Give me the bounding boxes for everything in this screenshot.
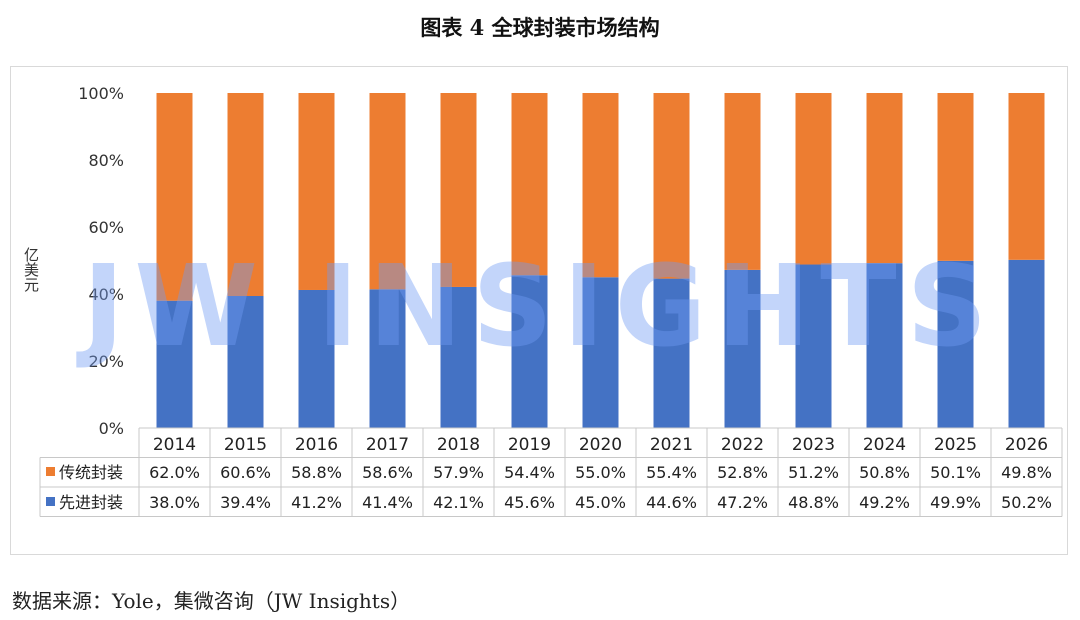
legend-label: 先进封装 — [59, 493, 123, 512]
x-tick-label: 2017 — [366, 435, 409, 455]
data-label: 55.4% — [646, 463, 697, 482]
x-tick-label: 2023 — [792, 435, 835, 455]
data-label: 52.8% — [717, 463, 768, 482]
bar-traditional-2020 — [582, 93, 619, 278]
legend-swatch — [46, 497, 55, 506]
y-axis-label-text: 亿美元 — [22, 247, 40, 292]
bar-advanced-2021 — [653, 278, 690, 428]
bar-advanced-2018 — [440, 286, 477, 428]
x-tick-label: 2019 — [508, 435, 551, 455]
data-label: 41.2% — [291, 493, 342, 512]
bar-advanced-2019 — [511, 275, 548, 428]
x-tick-label: 2016 — [295, 435, 338, 455]
x-tick-label: 2025 — [934, 435, 977, 455]
bar-advanced-2020 — [582, 277, 619, 428]
data-label: 58.8% — [291, 463, 342, 482]
data-label: 55.0% — [575, 463, 626, 482]
data-label: 44.6% — [646, 493, 697, 512]
bar-traditional-2017 — [369, 93, 406, 290]
data-label: 45.0% — [575, 493, 626, 512]
x-tick-label: 2026 — [1005, 435, 1048, 455]
bar-advanced-2025 — [937, 260, 974, 428]
bar-traditional-2026 — [1008, 93, 1045, 260]
legend-swatch — [46, 467, 55, 476]
bar-traditional-2021 — [653, 93, 690, 279]
data-label: 58.6% — [362, 463, 413, 482]
bar-traditional-2023 — [795, 93, 832, 265]
bar-advanced-2026 — [1008, 259, 1045, 428]
bar-traditional-2016 — [298, 93, 335, 290]
y-tick-label: 100% — [78, 84, 124, 103]
data-label: 51.2% — [788, 463, 839, 482]
data-label: 48.8% — [788, 493, 839, 512]
x-tick-label: 2024 — [863, 435, 906, 455]
legend-label: 传统封装 — [59, 463, 123, 482]
x-tick-label: 2014 — [153, 435, 196, 455]
source-note: 数据来源：Yole，集微咨询（JW Insights） — [12, 589, 411, 613]
data-label: 49.9% — [930, 493, 981, 512]
data-label: 42.1% — [433, 493, 484, 512]
x-tick-label: 2015 — [224, 435, 267, 455]
data-label: 47.2% — [717, 493, 768, 512]
data-label: 57.9% — [433, 463, 484, 482]
y-tick-label: 0% — [99, 419, 124, 438]
data-label: 41.4% — [362, 493, 413, 512]
data-label: 50.2% — [1001, 493, 1052, 512]
data-label: 49.8% — [1001, 463, 1052, 482]
bar-traditional-2014 — [156, 93, 193, 301]
bar-advanced-2022 — [724, 269, 761, 428]
data-label: 45.6% — [504, 493, 555, 512]
bar-advanced-2014 — [156, 300, 193, 428]
data-label: 62.0% — [149, 463, 200, 482]
y-tick-label: 60% — [88, 218, 124, 237]
bar-traditional-2019 — [511, 93, 548, 276]
bar-traditional-2018 — [440, 93, 477, 287]
bar-advanced-2023 — [795, 264, 832, 428]
bar-traditional-2024 — [866, 93, 903, 264]
y-tick-label: 20% — [88, 352, 124, 371]
data-label: 60.6% — [220, 463, 271, 482]
bar-traditional-2022 — [724, 93, 761, 270]
chart-title: 图表 4 全球封装市场结构 — [420, 15, 660, 40]
y-tick-label: 80% — [88, 151, 124, 170]
x-tick-label: 2022 — [721, 435, 764, 455]
chart-frame — [10, 66, 1068, 555]
bar-traditional-2015 — [227, 93, 264, 297]
data-label: 50.8% — [859, 463, 910, 482]
x-tick-label: 2020 — [579, 435, 622, 455]
data-label: 49.2% — [859, 493, 910, 512]
bar-traditional-2025 — [937, 93, 974, 261]
x-tick-label: 2021 — [650, 435, 693, 455]
bar-advanced-2024 — [866, 263, 903, 428]
data-label: 38.0% — [149, 493, 200, 512]
y-axis-label: 亿美元 — [22, 247, 44, 292]
y-tick-label: 40% — [88, 285, 124, 304]
watermark-text: JW INSIGHTS — [76, 242, 998, 372]
bar-advanced-2015 — [227, 296, 264, 428]
data-label: 39.4% — [220, 493, 271, 512]
data-label: 54.4% — [504, 463, 555, 482]
bar-advanced-2017 — [369, 289, 406, 428]
bar-advanced-2016 — [298, 289, 335, 428]
x-tick-label: 2018 — [437, 435, 480, 455]
data-label: 50.1% — [930, 463, 981, 482]
